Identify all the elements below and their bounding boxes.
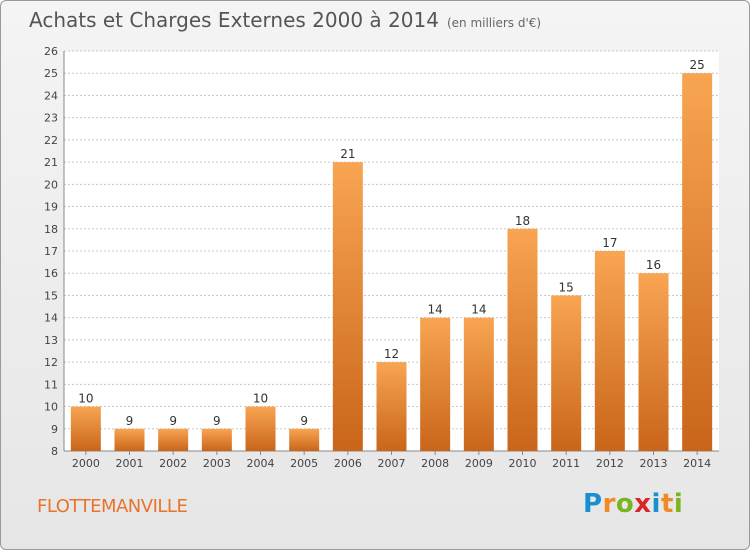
- y-tick-label: 25: [44, 67, 58, 80]
- x-tick-label: 2008: [421, 457, 449, 470]
- bar: [289, 428, 320, 451]
- bar-value-label: 9: [169, 414, 177, 428]
- bar-value-label: 9: [300, 414, 308, 428]
- x-tick-label: 2009: [465, 457, 493, 470]
- y-tick-label: 11: [44, 378, 58, 391]
- y-tick-label: 8: [51, 445, 58, 458]
- logo-letter: P: [583, 489, 603, 519]
- y-tick-label: 24: [44, 89, 58, 102]
- logo-letter: i: [673, 489, 684, 519]
- logo-letter: t: [660, 489, 674, 519]
- proxiti-logo[interactable]: Proxiti: [583, 489, 683, 519]
- chart-title-text: Achats et Charges Externes 2000 à 2014: [29, 8, 439, 32]
- bar-value-label: 18: [515, 214, 530, 228]
- x-tick-label: 2014: [683, 457, 711, 470]
- bar-value-label: 10: [253, 392, 268, 406]
- bar-value-label: 12: [384, 347, 399, 361]
- y-tick-label: 13: [44, 334, 58, 347]
- y-tick-label: 17: [44, 245, 58, 258]
- bar-value-label: 21: [340, 147, 355, 161]
- commune-name: FLOTTEMANVILLE: [37, 496, 188, 517]
- x-tick-label: 2006: [334, 457, 362, 470]
- y-tick-label: 10: [44, 401, 58, 414]
- bar: [551, 295, 582, 451]
- bar: [158, 428, 189, 451]
- bar: [682, 73, 713, 451]
- bar: [594, 251, 625, 451]
- x-tick-label: 2012: [596, 457, 624, 470]
- x-tick-label: 2013: [640, 457, 668, 470]
- x-tick-label: 2003: [203, 457, 231, 470]
- bar-value-label: 9: [126, 414, 134, 428]
- bar-value-label: 10: [78, 392, 93, 406]
- x-tick-label: 2010: [509, 457, 537, 470]
- y-tick-label: 14: [44, 312, 58, 325]
- bar: [332, 162, 363, 451]
- logo-letter: r: [602, 489, 616, 519]
- x-tick-label: 2005: [290, 457, 318, 470]
- y-tick-label: 21: [44, 156, 58, 169]
- logo-letter: o: [615, 489, 635, 519]
- x-tick-label: 2000: [72, 457, 100, 470]
- y-tick-label: 12: [44, 356, 58, 369]
- logo-letter: x: [634, 489, 652, 519]
- y-tick-label: 9: [51, 423, 58, 436]
- logo-letter: i: [651, 489, 661, 519]
- y-tick-label: 26: [44, 45, 58, 58]
- x-tick-label: 2004: [247, 457, 275, 470]
- bar-value-label: 25: [690, 58, 705, 72]
- x-tick-label: 2011: [552, 457, 580, 470]
- bar-value-label: 9: [213, 414, 221, 428]
- y-tick-label: 20: [44, 178, 58, 191]
- y-tick-label: 19: [44, 201, 58, 214]
- chart-unit: (en milliers d'€): [446, 16, 542, 30]
- bar-value-label: 16: [646, 258, 661, 272]
- bar: [201, 428, 232, 451]
- bar: [463, 317, 494, 451]
- bar-value-label: 14: [428, 303, 443, 317]
- bar-value-label: 17: [602, 236, 617, 250]
- bar: [507, 228, 538, 451]
- bar: [420, 317, 451, 451]
- x-tick-label: 2001: [116, 457, 144, 470]
- x-tick-label: 2007: [378, 457, 406, 470]
- y-tick-label: 22: [44, 134, 58, 147]
- bar: [70, 406, 101, 451]
- bar-value-label: 15: [559, 280, 574, 294]
- bar: [114, 428, 145, 451]
- y-tick-label: 15: [44, 289, 58, 302]
- bar: [245, 406, 276, 451]
- chart-title: Achats et Charges Externes 2000 à 2014 (e…: [29, 8, 541, 32]
- bar-value-label: 14: [471, 303, 486, 317]
- x-tick-label: 2002: [159, 457, 187, 470]
- y-tick-label: 23: [44, 112, 58, 125]
- bar: [376, 362, 407, 451]
- bar: [638, 273, 669, 451]
- y-tick-label: 16: [44, 267, 58, 280]
- y-tick-label: 18: [44, 223, 58, 236]
